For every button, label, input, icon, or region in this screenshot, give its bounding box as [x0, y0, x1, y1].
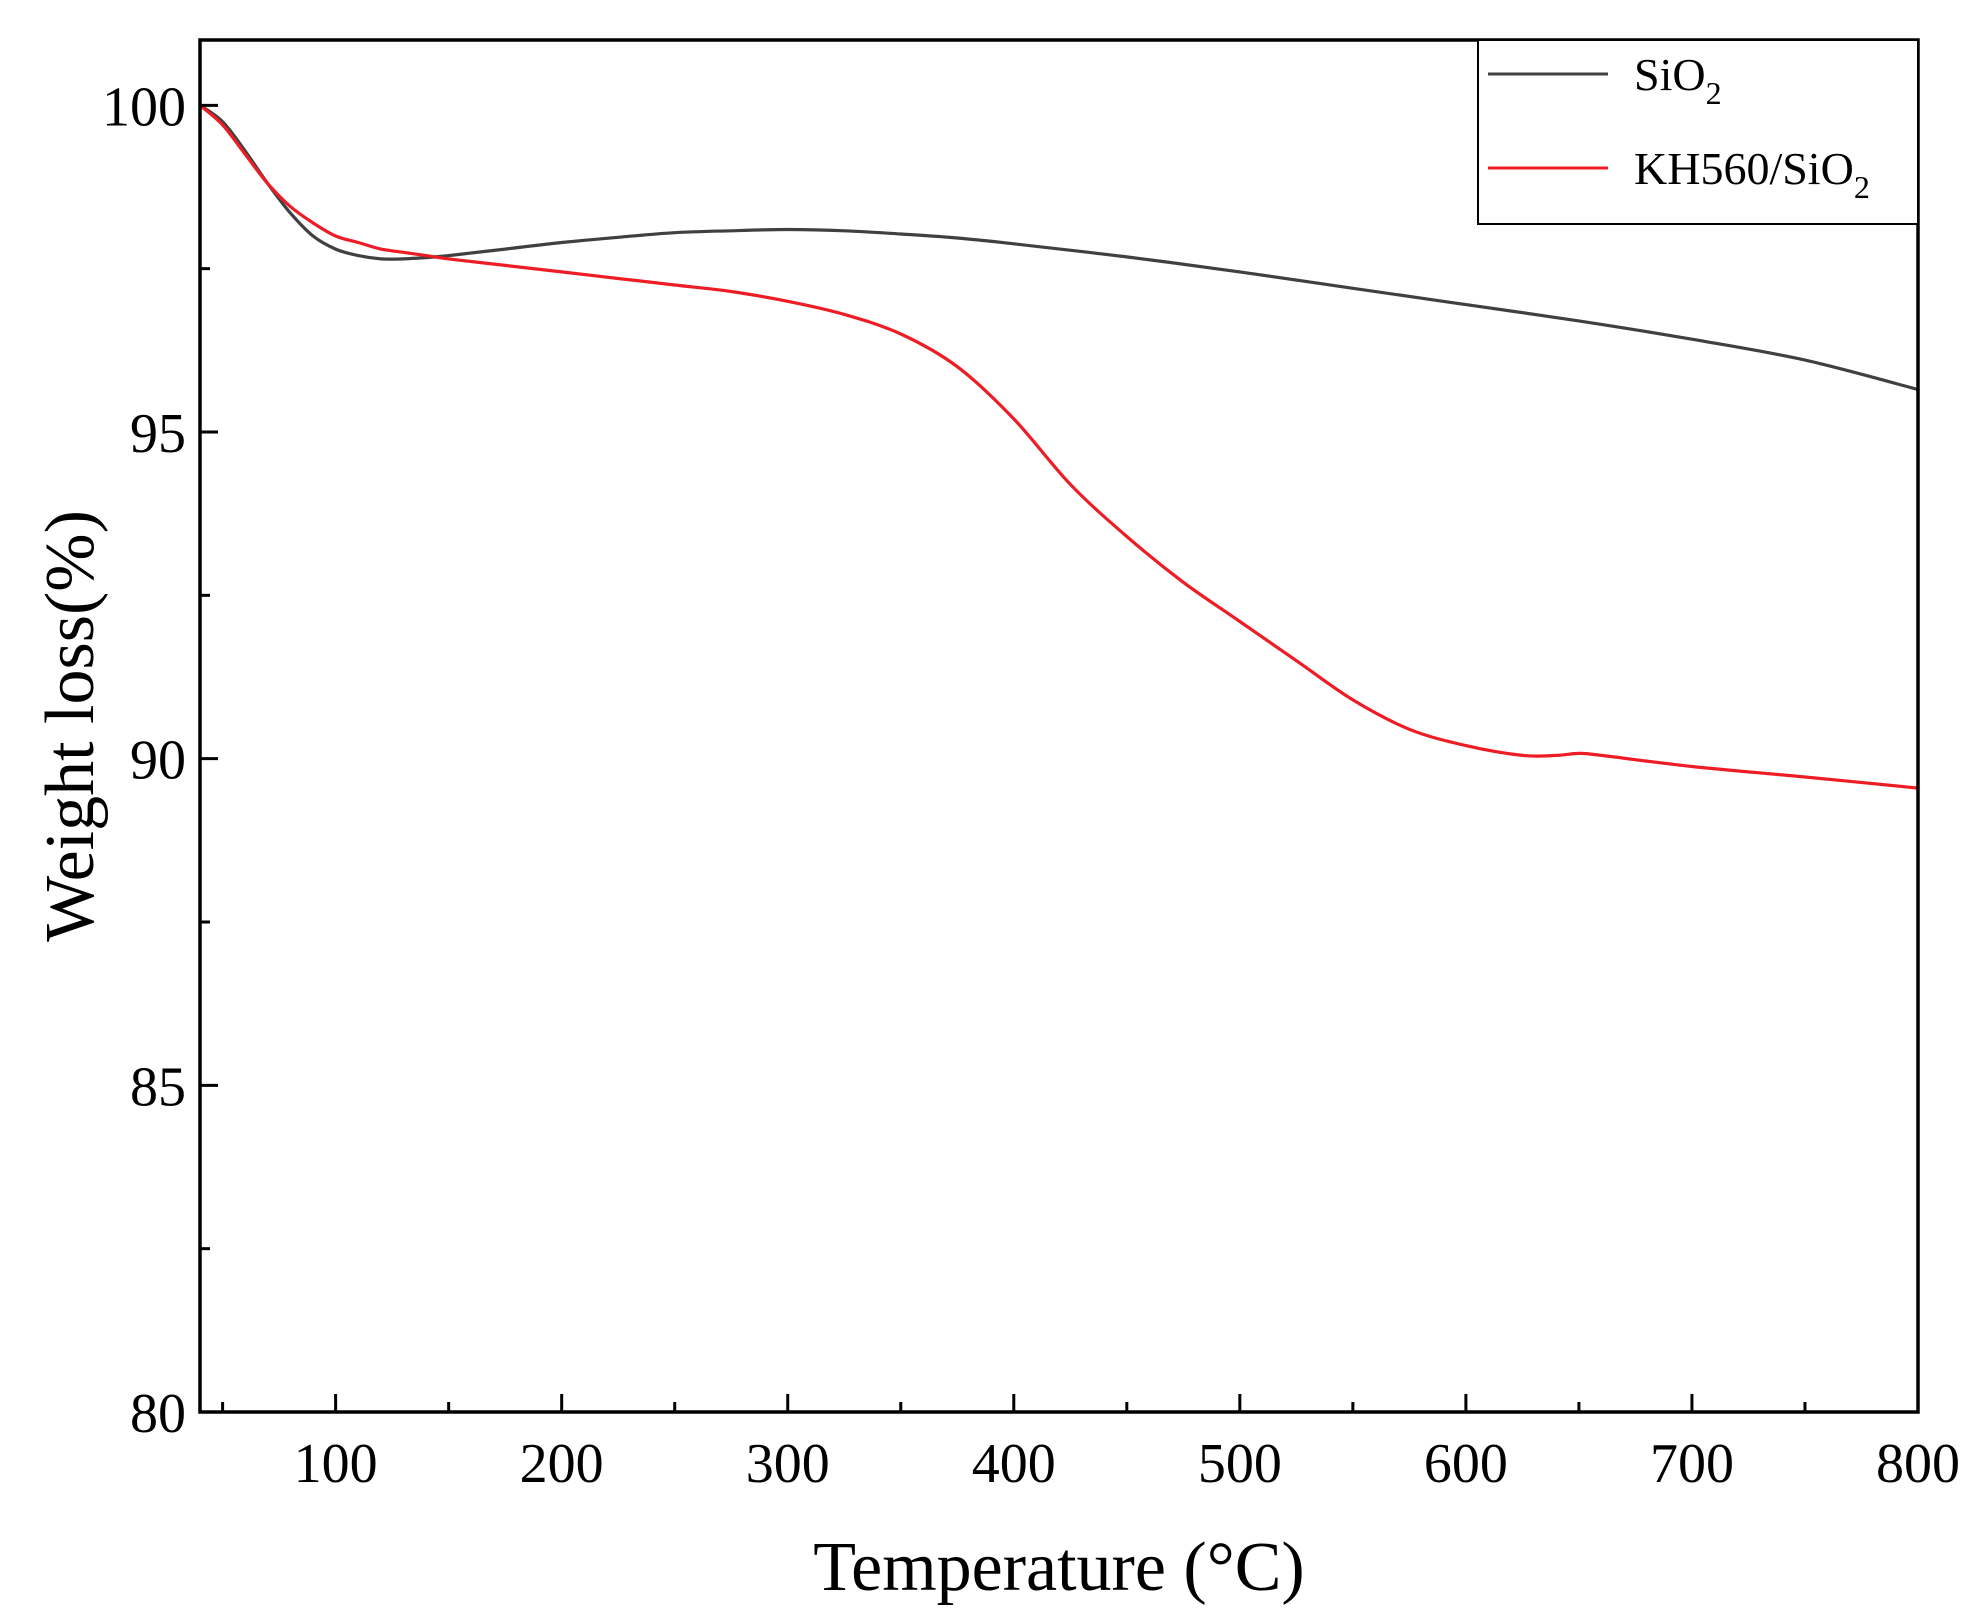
x-axis-ticks: 100 200 300 400 500 600 700 800 — [221, 1394, 1960, 1495]
y-tick-label: 90 — [130, 730, 186, 792]
y-tick-label: 80 — [130, 1383, 186, 1445]
x-tick-label: 500 — [1198, 1433, 1282, 1495]
legend: SiO2 KH560/SiO2 — [1477, 39, 1919, 225]
x-tick-label: 700 — [1650, 1433, 1734, 1495]
series-line-sio2 — [198, 103, 1920, 392]
x-axis-title: Temperature (°C) — [813, 1529, 1304, 1606]
y-tick-label: 95 — [130, 403, 186, 465]
x-tick-label: 300 — [746, 1433, 830, 1495]
x-tick-label: 800 — [1876, 1433, 1960, 1495]
y-axis-ticks: 80 85 90 95 100 — [102, 76, 218, 1445]
x-tick-label: 600 — [1424, 1433, 1508, 1495]
series-line-kh560-sio2 — [198, 103, 1920, 790]
legend-label-kh560-sio2: KH560/SiO2 — [1634, 143, 1870, 205]
x-tick-label: 200 — [520, 1433, 604, 1495]
x-tick-label: 400 — [972, 1433, 1056, 1495]
plot-frame — [198, 38, 1920, 1414]
legend-box — [1477, 39, 1919, 225]
plot-lines — [198, 103, 1920, 790]
x-tick-label: 100 — [294, 1433, 378, 1495]
y-axis-title: Weight loss(%) — [32, 510, 109, 942]
y-tick-label: 100 — [102, 76, 186, 138]
legend-label-sio2: SiO2 — [1634, 49, 1722, 111]
y-tick-label: 85 — [130, 1056, 186, 1118]
